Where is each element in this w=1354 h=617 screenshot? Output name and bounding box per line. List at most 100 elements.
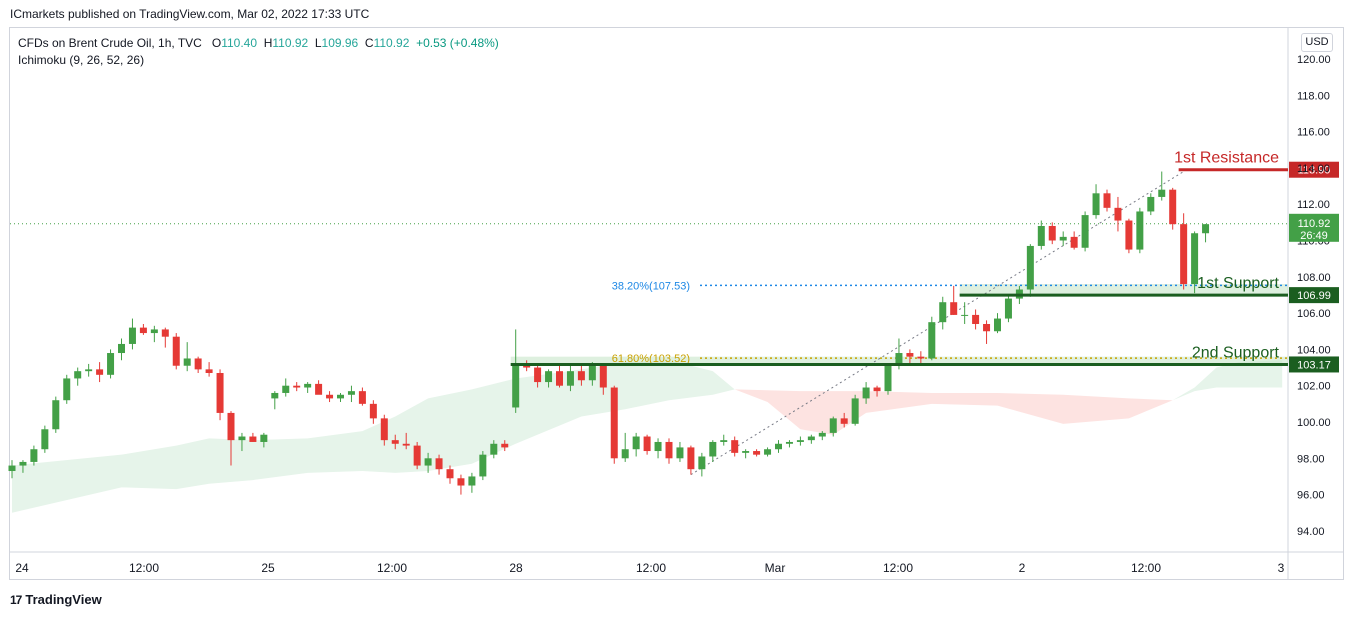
candle-body	[337, 394, 344, 399]
candle-body	[588, 365, 596, 381]
candle-body	[928, 322, 936, 359]
candle-body	[917, 356, 925, 359]
level-price-label: 113.90	[1298, 165, 1331, 177]
level-price-tag	[1289, 356, 1339, 373]
candle-body	[479, 454, 487, 477]
fib-trendline	[690, 171, 1184, 476]
y-axis-tick-label: 102.00	[1297, 381, 1331, 393]
candle-body	[1136, 211, 1144, 250]
candle-body	[1180, 224, 1188, 285]
x-axis-tick-label: 12:00	[129, 561, 159, 575]
footer-brand[interactable]: 17 TradingView	[10, 592, 102, 607]
support-zone	[959, 284, 1288, 296]
candle-body	[731, 440, 739, 453]
candle-body	[41, 429, 49, 450]
candle-body	[194, 358, 202, 370]
candle-body	[983, 323, 991, 332]
candle-body	[1191, 233, 1199, 285]
candle-body	[1092, 193, 1100, 216]
y-axis-tick-label: 118.00	[1297, 90, 1330, 102]
candle-body	[1081, 215, 1089, 248]
y-axis-tick-label: 108.00	[1297, 272, 1331, 284]
candle-body	[260, 434, 268, 442]
legend-symbol[interactable]: CFDs on Brent Crude Oil, 1h, TVC	[18, 36, 202, 50]
candle-body	[764, 449, 772, 455]
candle-body	[271, 392, 279, 399]
candle-body	[128, 327, 136, 344]
candle-body	[249, 436, 257, 442]
candle-body	[1158, 189, 1166, 197]
candle-body	[118, 343, 125, 354]
x-axis-tick-label: 28	[509, 561, 523, 575]
level-price-label: 103.17	[1297, 359, 1331, 371]
candle-body	[643, 436, 651, 452]
candle-body	[282, 385, 290, 393]
level-name-label: 1st Resistance	[1174, 150, 1279, 167]
currency-button[interactable]: USD	[1301, 33, 1333, 52]
legend-indicator[interactable]: Ichimoku (9, 26, 52, 26)	[18, 53, 145, 67]
candle-body	[326, 394, 334, 399]
candle-body	[358, 391, 366, 404]
candle-body	[632, 436, 640, 450]
x-axis-tick-label: Mar	[765, 561, 786, 575]
x-axis-tick-label: 12:00	[377, 561, 407, 575]
candle-body	[599, 365, 607, 388]
candle-body	[665, 441, 673, 459]
candle-body	[347, 391, 355, 395]
y-axis-tick-label: 104.00	[1297, 344, 1331, 356]
candle-body	[19, 461, 27, 466]
candle-body	[161, 329, 169, 337]
candle-body	[1202, 224, 1210, 234]
candle-body	[205, 369, 213, 373]
publisher-line: ICmarkets published on TradingView.com, …	[10, 7, 370, 21]
chart-frame	[9, 27, 1344, 580]
candle-body	[468, 476, 476, 486]
candle-body	[961, 314, 969, 316]
legend-open-value: 110.40	[221, 36, 258, 50]
legend-low-value: 109.96	[321, 36, 359, 50]
candle-body	[1103, 193, 1111, 208]
y-axis-tick-label: 116.00	[1297, 127, 1330, 139]
candle-body	[785, 441, 793, 444]
candle-body	[293, 385, 301, 388]
candle-body	[873, 387, 881, 392]
candle-body	[720, 440, 728, 442]
candle-body	[413, 445, 421, 466]
legend-low-label: L	[314, 36, 322, 50]
candle-body	[807, 436, 815, 441]
x-axis-tick-label: 12:00	[883, 561, 913, 575]
candle-body	[74, 371, 82, 379]
legend-open-label: O	[211, 36, 222, 50]
candle-body	[775, 443, 782, 450]
candle-body	[753, 451, 761, 455]
candle-body	[676, 447, 684, 459]
legend-high-label: H	[263, 36, 273, 50]
candle-body	[172, 336, 180, 366]
candle-body	[950, 302, 958, 315]
bar-countdown-label: 26:49	[1300, 230, 1328, 242]
candle-body	[687, 447, 695, 470]
candle-body	[1125, 220, 1133, 250]
level-price-tag	[1289, 161, 1339, 178]
ichimoku-cloud-green	[1172, 360, 1283, 401]
candle-body	[30, 449, 38, 462]
current-price-label: 110.92	[1298, 218, 1331, 230]
candle-body	[1114, 207, 1122, 221]
candle-body	[884, 365, 892, 392]
candle-body	[534, 367, 542, 383]
y-axis-tick-label: 96.00	[1297, 490, 1325, 502]
footer-brand-label: TradingView	[25, 592, 102, 607]
current-price-tag	[1289, 213, 1339, 242]
candle-body	[709, 441, 717, 457]
candle-body	[391, 440, 399, 444]
candle-body	[1169, 189, 1177, 225]
level-name-label: 1st Support	[1197, 275, 1279, 292]
ichimoku-cloud-green	[12, 360, 735, 513]
candle-body	[457, 478, 465, 486]
candle-body	[1026, 245, 1034, 290]
candle-body	[238, 436, 246, 441]
candle-body	[216, 372, 224, 413]
level-name-label: 2nd Support	[1192, 344, 1280, 361]
level-price-label: 106.99	[1297, 290, 1331, 302]
